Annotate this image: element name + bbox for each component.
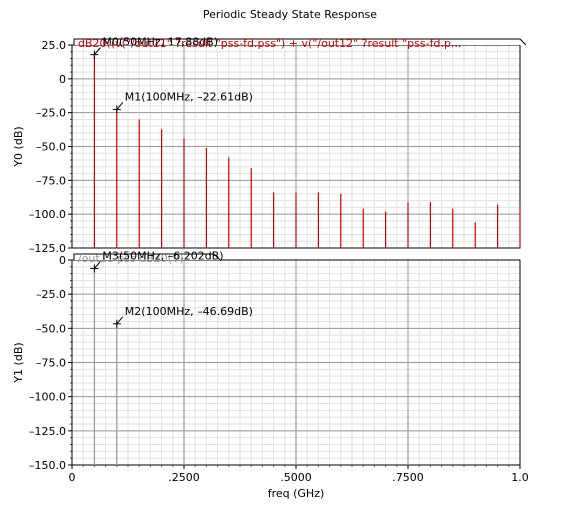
legend-tab [73, 38, 527, 46]
y-tick-label: –125.0 [29, 425, 66, 438]
y-tick-label: 0 [59, 73, 66, 86]
marker-leader [94, 47, 101, 55]
marker-label: M2(100MHz, –46.69dB) [125, 305, 253, 318]
marker-leader [116, 102, 124, 110]
x-tick-label: 1.0 [511, 471, 529, 484]
y-axis-label-0: Y0 (dB) [12, 126, 25, 167]
chart-title: Periodic Steady State Response [203, 8, 377, 21]
marker-label: M1(100MHz, –22.61dB) [125, 90, 253, 103]
x-tick-label: .5000 [280, 471, 312, 484]
y-tick-label: –25.0 [36, 288, 66, 301]
y-tick-label: –75.0 [36, 357, 66, 370]
marker-leader [94, 261, 101, 269]
marker-label: M0(50MHz, 17.88dB) [102, 36, 218, 49]
x-tick-label: .7500 [392, 471, 424, 484]
legend-entry: dB20((v("/out11" ?result "pss-fd.pss") +… [78, 37, 461, 50]
x-tick-label: 0 [69, 471, 76, 484]
legend-entry: /out11 pss dB20(V) [78, 252, 184, 265]
y-tick-label: –50.0 [36, 322, 66, 335]
marker-leader [116, 316, 124, 325]
y-tick-label: –25.0 [36, 107, 66, 120]
x-tick-label: .2500 [168, 471, 200, 484]
y-tick-label: –50.0 [36, 141, 66, 154]
x-axis-label: freq (GHz) [268, 487, 325, 500]
legend-tab [73, 253, 221, 261]
marker-label: M3(50MHz, –6.202dB) [102, 249, 223, 262]
y-tick-label: –75.0 [36, 174, 66, 187]
y-tick-label: –100.0 [29, 391, 66, 404]
y-tick-label: 25.0 [42, 39, 67, 52]
y-tick-label: –125.0 [29, 242, 66, 255]
y-axis-label-1: Y1 (dB) [12, 342, 25, 383]
y-tick-label: –100.0 [29, 208, 66, 221]
y-tick-label: 0 [59, 254, 66, 267]
y-tick-label: –150.0 [29, 459, 66, 472]
